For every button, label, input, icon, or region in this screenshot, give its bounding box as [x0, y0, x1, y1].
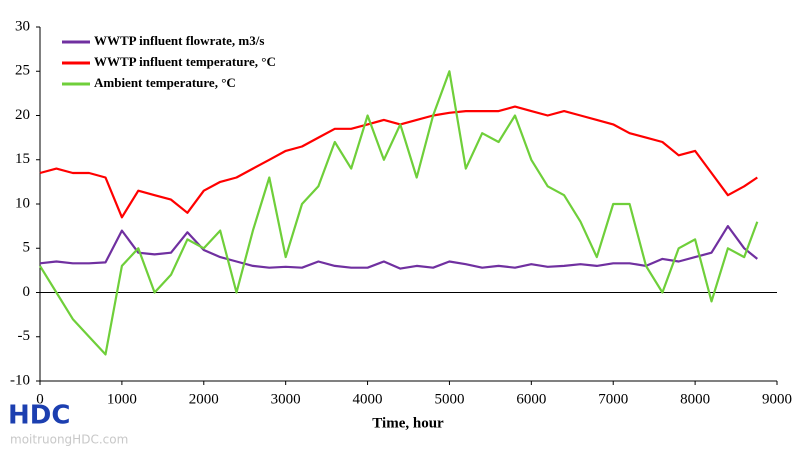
- series-line: [39, 105, 758, 219]
- x-tick-label: 9000: [762, 391, 792, 407]
- x-tick-label: 1000: [107, 391, 137, 407]
- y-tick-label: 25: [15, 63, 30, 79]
- x-tick-label: 8000: [680, 391, 710, 407]
- legend-label: Ambient temperature, °C: [94, 75, 236, 90]
- y-tick-label: 10: [15, 195, 30, 211]
- series-line: [39, 70, 759, 356]
- y-tick-label: 15: [15, 151, 30, 167]
- y-tick-label: -10: [10, 372, 30, 388]
- y-tick-label: 0: [23, 284, 31, 300]
- x-tick-label: 2000: [189, 391, 219, 407]
- y-tick-label: -5: [18, 328, 31, 344]
- x-tick-label: 7000: [598, 391, 628, 407]
- y-tick-label: 5: [23, 240, 31, 256]
- x-tick-label: 4000: [353, 391, 383, 407]
- series-line: [39, 225, 758, 270]
- x-axis-title: Time, hour: [372, 415, 444, 431]
- y-tick-label: 30: [15, 18, 30, 34]
- watermark-site: moitruongHDC.com: [10, 433, 128, 447]
- y-tick-label: 20: [15, 107, 30, 123]
- x-tick-label: 6000: [516, 391, 546, 407]
- legend-label: WWTP influent temperature, °C: [94, 54, 276, 69]
- legend-label: WWTP influent flowrate, m3/s: [94, 33, 264, 48]
- x-tick-label: 0: [36, 391, 44, 407]
- watermark-logo: HDC: [8, 401, 70, 431]
- x-tick-label: 5000: [434, 391, 464, 407]
- x-tick-label: 3000: [271, 391, 301, 407]
